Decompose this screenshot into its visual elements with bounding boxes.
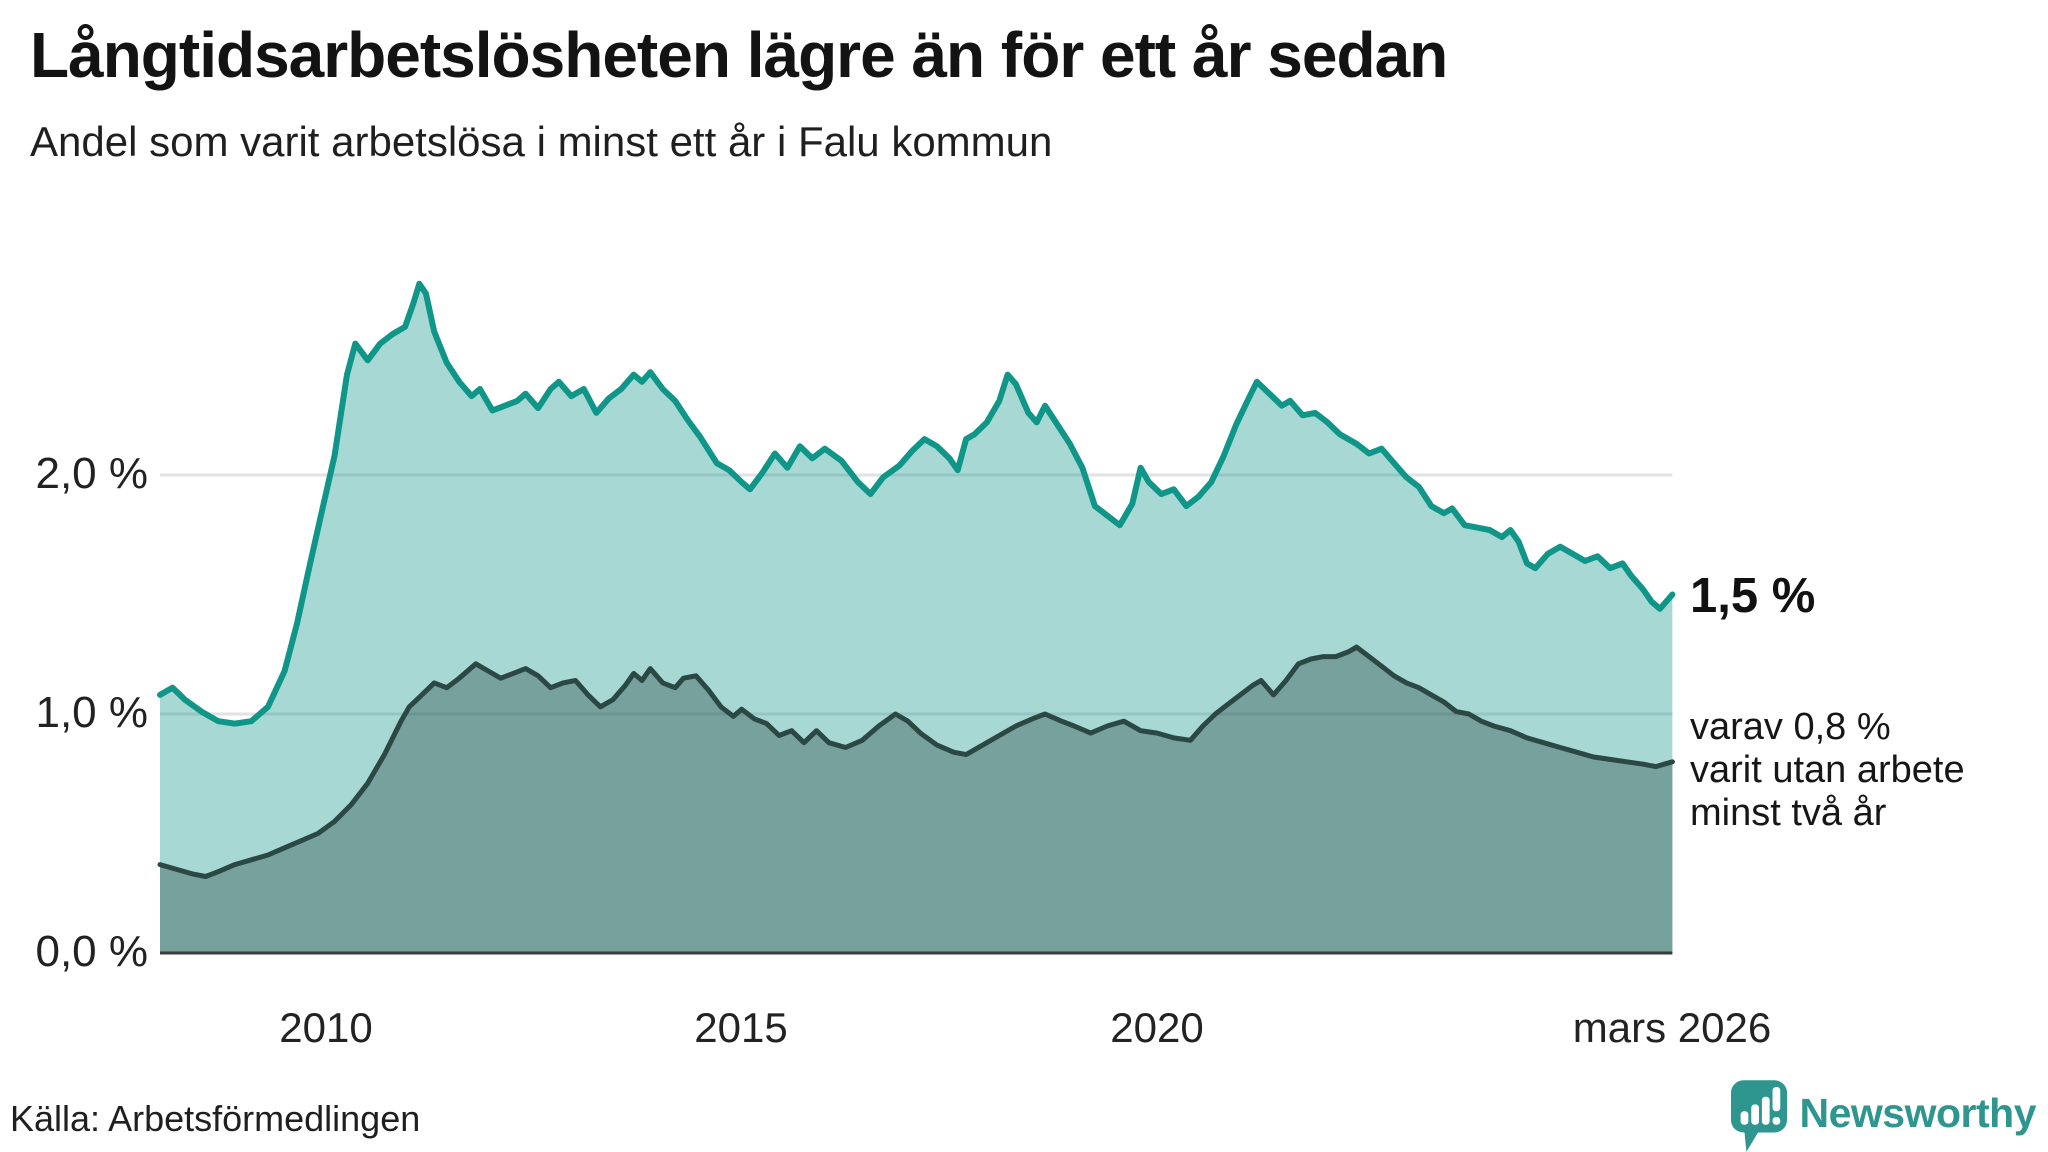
x-axis-tick-2015: 2015 xyxy=(694,1004,788,1051)
x-axis-tick-2010: 2010 xyxy=(279,1004,373,1051)
y-axis-tick-1: 1,0 % xyxy=(35,688,148,737)
area-fill-minst-tva-ar xyxy=(160,647,1673,953)
y-axis-tick-2: 2,0 % xyxy=(35,449,148,498)
line-minst-ett-ar xyxy=(157,280,1676,727)
page-title: Långtidsarbetslösheten lägre än för ett … xyxy=(30,19,1448,91)
brand-lockup: Newsworthy xyxy=(1730,1080,2037,1152)
y-axis-tick-0: 0,0 % xyxy=(35,927,148,976)
breakdown-line-3: minst två år xyxy=(1690,792,1887,834)
brand-name: Newsworthy xyxy=(1799,1089,2037,1136)
latest-value-label: 1,5 % xyxy=(1690,569,1816,623)
source-note: Källa: Arbetsförmedlingen xyxy=(10,1098,421,1139)
breakdown-annotation: varav 0,8 % varit utan arbete minst två … xyxy=(1690,706,1965,835)
page-subtitle: Andel som varit arbetslösa i minst ett å… xyxy=(30,118,1053,165)
breakdown-line-2: varit utan arbete xyxy=(1690,749,1965,791)
newsworthy-logo-icon xyxy=(1730,1080,1787,1152)
x-axis-tick-2020: 2020 xyxy=(1110,1004,1204,1051)
area-fill-minst-ett-ar xyxy=(160,283,1673,953)
line-minst-tva-ar xyxy=(157,644,1675,879)
x-axis-tick-mars-2026: mars 2026 xyxy=(1572,1004,1772,1051)
breakdown-line-1: varav 0,8 % xyxy=(1690,706,1891,748)
